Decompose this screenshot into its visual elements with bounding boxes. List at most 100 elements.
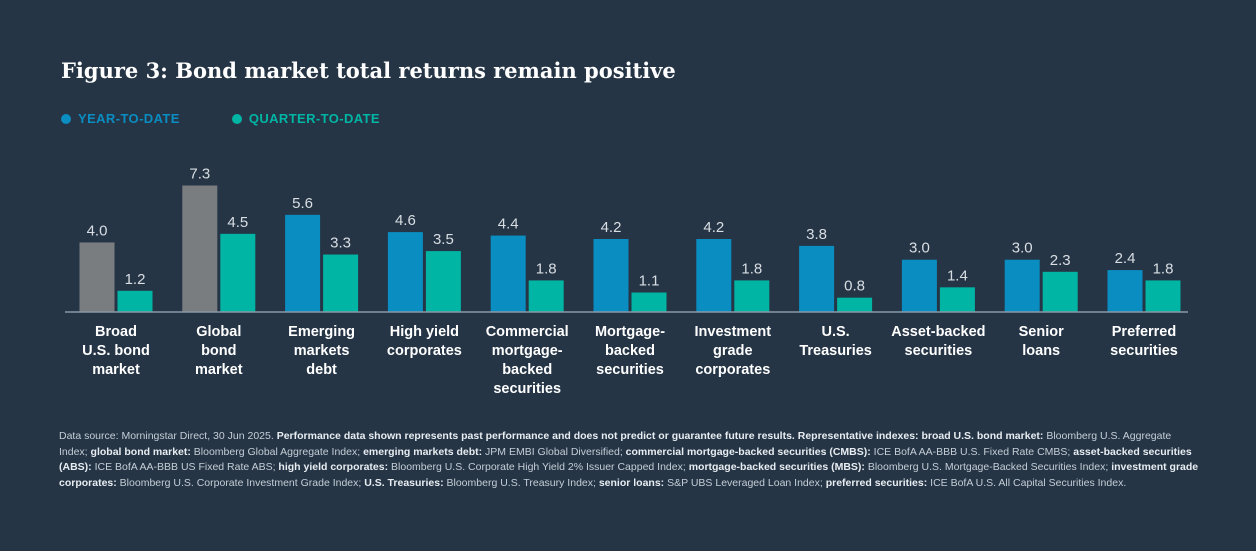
bar-ytd bbox=[490, 235, 526, 312]
category-label: securities bbox=[493, 381, 561, 397]
footnote-segment: senior loans: bbox=[598, 476, 665, 489]
data-label-qtd: 4.5 bbox=[227, 214, 248, 231]
category-label: Senior bbox=[1019, 324, 1064, 340]
bar-ytd bbox=[901, 259, 937, 312]
footnote-segment: ICE BofA AA-BBB U.S. Fixed Rate CMBS; bbox=[870, 445, 1074, 458]
footnote-segment: JPM EMBI Global Diversified; bbox=[482, 445, 626, 458]
category-label: U.S. bond bbox=[82, 343, 150, 359]
footnote-segment: ICE BofA U.S. All Capital Securities Ind… bbox=[927, 476, 1127, 489]
data-label-qtd: 1.8 bbox=[741, 260, 762, 277]
data-label-ytd: 3.0 bbox=[909, 240, 930, 257]
bar-qtd bbox=[323, 254, 359, 312]
footnote-segment: Bloomberg U.S. Mortgage-Backed Securitie… bbox=[864, 461, 1112, 473]
footnote-segment: Bloomberg U.S. Treasury Index; bbox=[443, 476, 599, 489]
bar-qtd bbox=[117, 290, 153, 312]
category-label: securities bbox=[596, 362, 664, 378]
legend-swatch-qtd bbox=[231, 113, 242, 124]
bar-ytd bbox=[799, 245, 835, 312]
legend-swatch-ytd bbox=[61, 113, 71, 124]
data-label-ytd: 4.2 bbox=[703, 219, 724, 236]
bar-chart: 4.0 1.2 Broad U.S. bond market 7.3 4.5 Global bo… bbox=[65, 166, 1188, 397]
category-label: Global bbox=[196, 324, 241, 340]
data-label-qtd: 1.8 bbox=[536, 260, 557, 277]
bar-ytd bbox=[1004, 259, 1040, 312]
legend-label-qtd: QUARTER-TO-DATE bbox=[248, 111, 381, 126]
data-label-ytd: 3.0 bbox=[1012, 240, 1033, 257]
footnote-segment: global bond market: bbox=[90, 445, 191, 458]
category-label: Preferred bbox=[1112, 324, 1176, 340]
bar-qtd bbox=[1145, 280, 1181, 312]
data-label-qtd: 0.8 bbox=[844, 278, 865, 295]
legend-label-ytd: YEAR-TO-DATE bbox=[78, 111, 180, 126]
footnote-segment: asset-backed securities (ABS): bbox=[59, 445, 1192, 474]
category-label: Investment bbox=[695, 324, 772, 340]
footnote-segment: emerging markets debt: bbox=[363, 445, 483, 458]
legend-item-qtd: QUARTER-TO-DATE bbox=[231, 111, 381, 126]
category-label: Treasuries bbox=[799, 343, 872, 359]
data-label-ytd: 4.2 bbox=[601, 219, 622, 236]
data-label-ytd: 4.6 bbox=[395, 212, 416, 229]
bar-ytd bbox=[182, 185, 218, 312]
chart-title: Figure 3: Bond market total returns rema… bbox=[61, 58, 676, 83]
category-label: U.S. bbox=[821, 324, 849, 340]
bar-qtd bbox=[220, 233, 256, 312]
category-label: loans bbox=[1022, 343, 1060, 359]
category-label: backed bbox=[605, 343, 655, 359]
data-source-footnote: Data source: Morningstar Direct, 30 Jun … bbox=[59, 429, 1199, 491]
footnote-segment: Bloomberg U.S. Corporate Investment Grad… bbox=[116, 476, 365, 489]
legend-item-ytd: YEAR-TO-DATE bbox=[61, 111, 180, 126]
category-label: mortgage- bbox=[492, 343, 563, 359]
bar-ytd bbox=[79, 242, 115, 312]
data-label-ytd: 7.3 bbox=[189, 166, 210, 183]
category-label: Mortgage- bbox=[595, 324, 665, 340]
category-label: Commercial bbox=[486, 324, 569, 340]
footnote-segment: Performance data shown represents past p… bbox=[276, 430, 1044, 442]
category-label: markets bbox=[294, 343, 350, 359]
category-label: corporates bbox=[695, 362, 770, 378]
category-label: corporates bbox=[387, 343, 462, 359]
footnote-segment: Bloomberg U.S. Aggregate Index; bbox=[59, 430, 1172, 458]
category-label: securities bbox=[905, 343, 973, 359]
bar-qtd bbox=[837, 297, 873, 312]
data-label-qtd: 1.2 bbox=[125, 271, 146, 288]
bar-ytd bbox=[387, 232, 423, 312]
footnote-segment: ICE BofA AA-BBB US Fixed Rate ABS; bbox=[91, 461, 279, 473]
footnote-segment: commercial mortgage-backed securities (C… bbox=[625, 445, 871, 458]
data-label-qtd: 1.8 bbox=[1153, 260, 1174, 277]
category-label: securities bbox=[1110, 343, 1178, 359]
bar-qtd bbox=[425, 251, 461, 312]
footnote-segment: Bloomberg U.S. Corporate High Yield 2% I… bbox=[388, 461, 689, 473]
footnote-segment: U.S. Treasuries: bbox=[364, 476, 444, 489]
data-label-ytd: 4.4 bbox=[498, 216, 519, 233]
bar-qtd bbox=[1042, 271, 1078, 312]
data-label-qtd: 1.1 bbox=[639, 273, 660, 290]
data-label-qtd: 3.5 bbox=[433, 231, 454, 248]
category-label: Asset-backed bbox=[891, 324, 985, 340]
category-label: backed bbox=[502, 362, 552, 378]
category-label: Broad bbox=[95, 324, 137, 340]
footnote-segment: mortgage-backed securities (MBS): bbox=[688, 461, 865, 473]
category-label: grade bbox=[713, 343, 753, 359]
bar-ytd bbox=[285, 214, 321, 312]
data-label-ytd: 3.8 bbox=[806, 226, 827, 243]
data-label-qtd: 3.3 bbox=[330, 235, 351, 252]
footnote-segment: investment grade corporates: bbox=[59, 461, 1199, 489]
category-label: bond bbox=[201, 343, 236, 359]
legend: YEAR-TO-DATE QUARTER-TO-DATE bbox=[61, 111, 380, 126]
footnote-segment: preferred securities: bbox=[825, 476, 928, 489]
data-label-qtd: 2.3 bbox=[1050, 252, 1071, 269]
bar-ytd bbox=[696, 239, 732, 312]
footnote-segment: S&P UBS Leveraged Loan Index; bbox=[664, 476, 826, 489]
footnote-segment: Bloomberg Global Aggregate Index; bbox=[190, 445, 364, 458]
category-label: Emerging bbox=[288, 324, 355, 340]
bar-qtd bbox=[528, 280, 564, 312]
footnote-segment: high yield corporates: bbox=[278, 461, 389, 473]
bar-ytd bbox=[1107, 270, 1143, 312]
bar-qtd bbox=[631, 292, 667, 312]
data-label-ytd: 2.4 bbox=[1115, 250, 1136, 267]
data-label-ytd: 5.6 bbox=[292, 195, 313, 212]
data-label-ytd: 4.0 bbox=[87, 222, 108, 239]
data-label-qtd: 1.4 bbox=[947, 267, 968, 284]
category-label: market bbox=[92, 362, 140, 378]
category-label: High yield bbox=[390, 324, 459, 340]
